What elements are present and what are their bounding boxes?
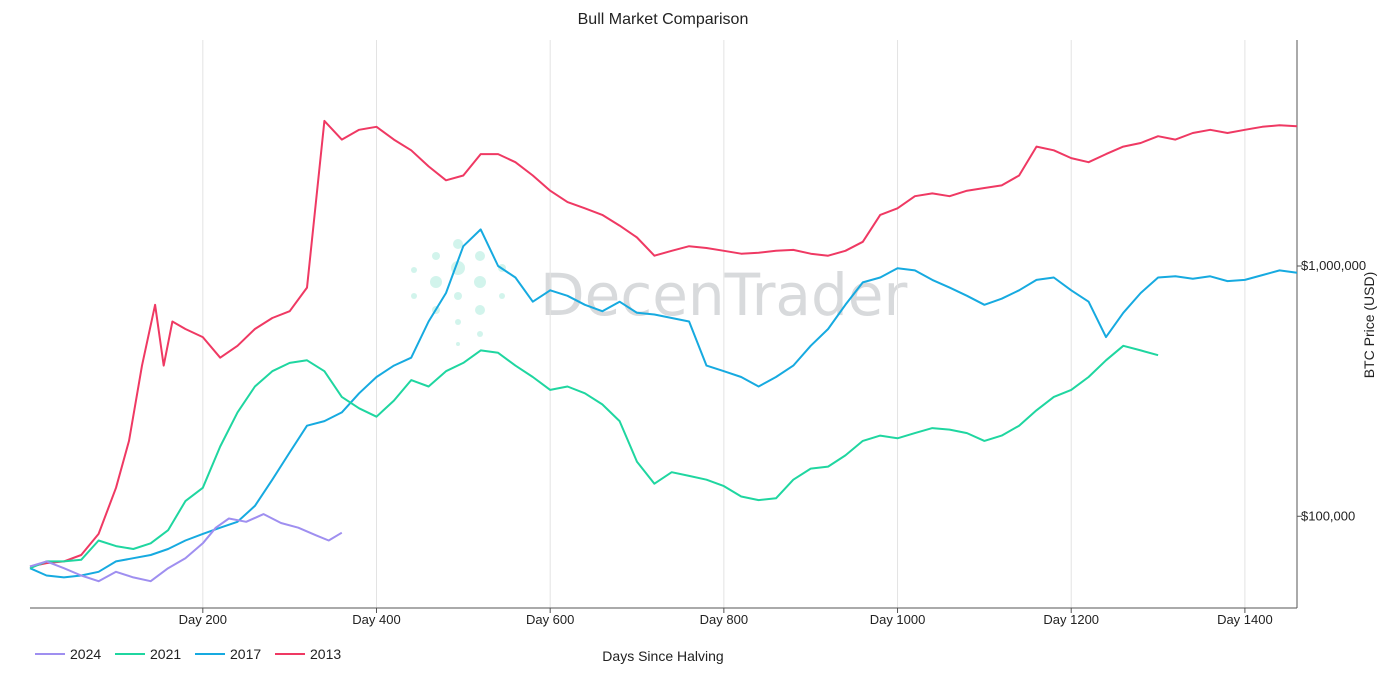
series-line-2013 (29, 119, 1298, 568)
series-line-2024 (29, 513, 343, 583)
y-axis-label: BTC Price (USD) (1361, 272, 1377, 379)
legend-item-2013[interactable]: 2013 (275, 646, 341, 662)
watermark-dot (411, 267, 417, 273)
legend-item-2017[interactable]: 2017 (195, 646, 261, 662)
legend-item-2024[interactable]: 2024 (35, 646, 101, 662)
y-tick-label: $1,000,000 (1301, 258, 1366, 273)
watermark-dot (475, 305, 485, 315)
legend-label: 2013 (310, 646, 341, 662)
legend-label: 2021 (150, 646, 181, 662)
series-line-2021 (29, 344, 1159, 570)
x-tick-label: Day 1200 (1043, 612, 1099, 627)
axes (30, 40, 1298, 609)
x-tick-label: Day 400 (352, 612, 400, 627)
gridlines (202, 40, 1246, 608)
watermark-dot (477, 331, 483, 337)
y-tick-label: $100,000 (1301, 508, 1355, 523)
x-axis-label: Days Since Halving (602, 648, 723, 664)
watermark-dot (453, 239, 463, 249)
legend-label: 2024 (70, 646, 101, 662)
legend-item-2021[interactable]: 2021 (115, 646, 181, 662)
x-tick-label: Day 1000 (870, 612, 926, 627)
legend-label: 2017 (230, 646, 261, 662)
watermark-logo-icon (411, 239, 506, 346)
x-tick-label: Day 200 (179, 612, 227, 627)
watermark-dot (475, 251, 485, 261)
chart-title: Bull Market Comparison (578, 11, 749, 28)
x-tick-label: Day 1400 (1217, 612, 1273, 627)
watermark-dot (499, 293, 505, 299)
watermark-dot (411, 293, 417, 299)
watermark-dot (455, 319, 461, 325)
watermark-dot (430, 276, 442, 288)
series-layer (29, 119, 1298, 583)
legend: 2024 2021 2017 2013 (35, 646, 341, 662)
x-tick-label: Day 600 (526, 612, 574, 627)
tick-labels: Day 200 Day 400 Day 600 Day 800 Day 1000 Day … (179, 258, 1366, 627)
watermark-dot (432, 252, 440, 260)
watermark-dot (456, 342, 460, 346)
watermark-dot (454, 292, 462, 300)
watermark-dot (474, 276, 486, 288)
series-line-2017 (29, 228, 1298, 579)
x-tick-label: Day 800 (700, 612, 748, 627)
